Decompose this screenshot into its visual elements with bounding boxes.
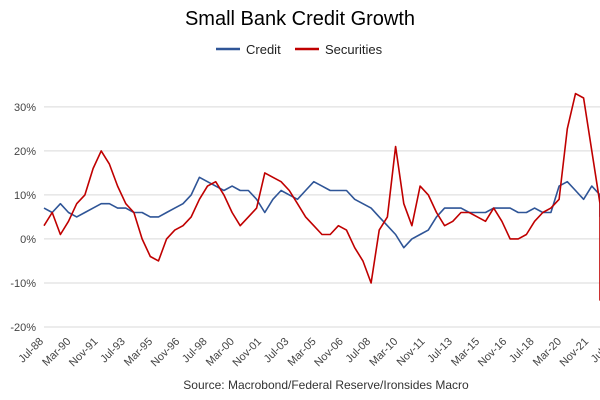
chart-legend: Credit Securities [216,42,383,57]
y-tick-label: -10% [10,278,36,290]
x-tick-label: Mar-20 [531,336,564,369]
x-tick-label: Nov-01 [231,336,265,370]
x-tick-label: Nov-16 [476,336,510,370]
x-tick-label: Nov-91 [67,336,101,370]
y-tick-label: 10% [14,190,36,202]
legend-label-credit: Credit [246,42,281,57]
chart-title: Small Bank Credit Growth [185,8,415,30]
x-tick-label: Nov-96 [149,336,183,370]
series-lines [43,92,600,301]
x-tick-label: Mar-95 [122,336,155,369]
source-note: Source: Macrobond/Federal Reserve/Ironsi… [183,378,469,392]
y-axis-ticks: 30% 20% 10% 0% -10% -20% [10,102,36,334]
series-line-securities [43,92,600,301]
gridlines [44,106,600,328]
x-tick-label: Mar-00 [204,336,237,369]
y-tick-label: 30% [14,102,36,114]
x-tick-label: Mar-90 [40,336,73,369]
x-tick-label: Mar-10 [367,336,400,369]
x-tick-label: Mar-05 [286,336,319,369]
x-tick-label: Mar-15 [449,336,482,369]
x-axis-ticks: Jul-88Mar-90Nov-91Jul-93Mar-95Nov-96Jul-… [16,336,600,370]
y-tick-label: -20% [10,322,36,334]
x-tick-label: Nov-06 [312,336,346,370]
x-tick-label: Jul-23 [589,336,600,366]
x-tick-label: Nov-21 [558,336,592,370]
y-tick-label: 20% [14,146,36,158]
legend-label-securities: Securities [325,42,383,57]
series-line-credit [43,176,600,249]
x-tick-label: Nov-11 [395,336,428,369]
y-tick-label: 0% [20,234,36,246]
